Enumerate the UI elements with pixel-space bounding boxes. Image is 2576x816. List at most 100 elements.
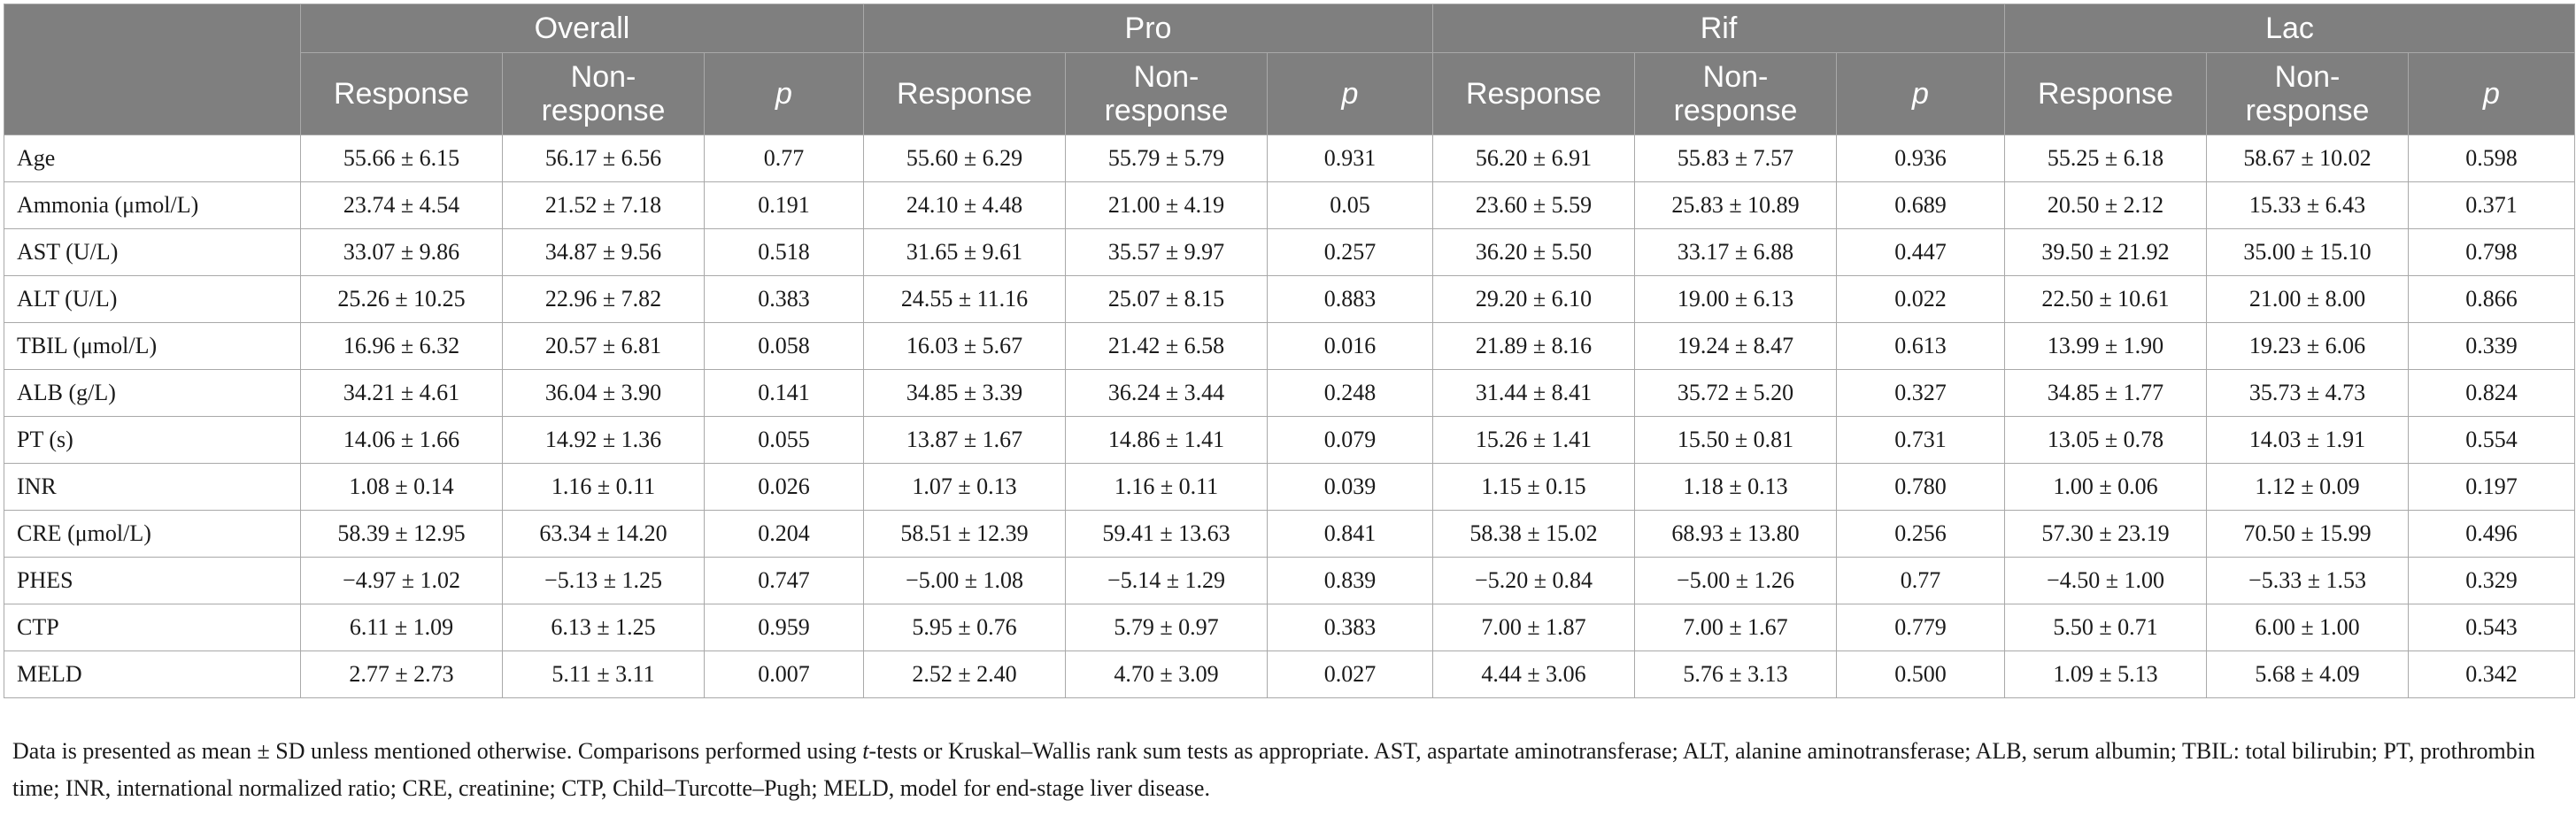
rif-response-cell: 29.20 ± 6.10: [1432, 275, 1636, 323]
pro-non-response-cell: 21.00 ± 4.19: [1065, 181, 1268, 229]
footnote-t-italic: t: [862, 738, 869, 764]
overall-response-cell: 25.26 ± 10.25: [300, 275, 503, 323]
pro-response-cell: 2.52 ± 2.40: [863, 650, 1066, 698]
overall-p-value-cell: 0.959: [704, 604, 864, 651]
overall-response-cell: 34.21 ± 4.61: [300, 369, 503, 417]
lac-non-response-cell: 14.03 ± 1.91: [2206, 416, 2410, 464]
pro-p-value-cell: 0.931: [1266, 135, 1434, 182]
lac-p-value-cell: 0.496: [2408, 510, 2576, 558]
lac-p-value-cell: 0.342: [2408, 650, 2576, 698]
rif-non-response-cell: 1.18 ± 0.13: [1634, 463, 1838, 511]
table-row: PHES −4.97 ± 1.02 −5.13 ± 1.25 0.747 −5.00 ±…: [4, 557, 2576, 604]
overall-p-value-cell: 0.055: [704, 416, 864, 464]
overall-p-value-cell: 0.518: [704, 228, 864, 276]
lac-response-cell: 55.25 ± 6.18: [2004, 135, 2208, 182]
overall-p-value-cell: 0.141: [704, 369, 864, 417]
overall-p-value-cell: 0.058: [704, 322, 864, 370]
group-header-lac: Lac: [2004, 4, 2576, 53]
table-header: Overall Pro Rif Lac Response Non- respon…: [4, 4, 2576, 135]
lac-p-value-cell: 0.554: [2408, 416, 2576, 464]
lac-p-value-cell: 0.798: [2408, 228, 2576, 276]
lac-non-response-cell: 35.73 ± 4.73: [2206, 369, 2410, 417]
table-row: ALT (U/L) 25.26 ± 10.25 22.96 ± 7.82 0.383 2…: [4, 275, 2576, 323]
rif-p-value-cell: 0.256: [1836, 510, 2006, 558]
lac-non-response-cell: 35.00 ± 15.10: [2206, 228, 2410, 276]
lac-response-cell: 13.05 ± 0.78: [2004, 416, 2208, 464]
pro-response-cell: 24.55 ± 11.16: [863, 275, 1066, 323]
table-row: INR 1.08 ± 0.14 1.16 ± 0.11 0.026 1.07 ± 0.1…: [4, 463, 2576, 511]
overall-response-cell: 33.07 ± 9.86: [300, 228, 503, 276]
lac-response-cell: 20.50 ± 2.12: [2004, 181, 2208, 229]
table-row: Age 55.66 ± 6.15 56.17 ± 6.56 0.77 55.60 ± 6…: [4, 135, 2576, 182]
rif-non-response-cell: 7.00 ± 1.67: [1634, 604, 1838, 651]
pro-p-value-cell: 0.039: [1266, 463, 1434, 511]
lac-p-value-cell: 0.329: [2408, 557, 2576, 604]
table-row: AST (U/L) 33.07 ± 9.86 34.87 ± 9.56 0.518 31…: [4, 228, 2576, 276]
group-header-row: Overall Pro Rif Lac: [4, 4, 2576, 135]
overall-response-cell: 1.08 ± 0.14: [300, 463, 503, 511]
lac-response-cell: 34.85 ± 1.77: [2004, 369, 2208, 417]
pro-response-cell: 16.03 ± 5.67: [863, 322, 1066, 370]
overall-p-value-cell: 0.204: [704, 510, 864, 558]
lac-p-value-cell: 0.197: [2408, 463, 2576, 511]
pro-non-response-cell: 55.79 ± 5.79: [1065, 135, 1268, 182]
sub-header-response: Response: [2004, 52, 2208, 135]
pro-p-value-cell: 0.05: [1266, 181, 1434, 229]
pro-response-cell: 1.07 ± 0.13: [863, 463, 1066, 511]
rif-p-value-cell: 0.689: [1836, 181, 2006, 229]
sub-header-non-response: Non- response: [1065, 52, 1268, 135]
overall-non-response-cell: 1.16 ± 0.11: [502, 463, 705, 511]
rif-non-response-cell: 19.24 ± 8.47: [1634, 322, 1838, 370]
sub-header-non-response: Non- response: [502, 52, 705, 135]
lac-non-response-cell: 6.00 ± 1.00: [2206, 604, 2410, 651]
lac-response-cell: 57.30 ± 23.19: [2004, 510, 2208, 558]
pro-non-response-cell: 14.86 ± 1.41: [1065, 416, 1268, 464]
rif-response-cell: 36.20 ± 5.50: [1432, 228, 1636, 276]
overall-p-value-cell: 0.026: [704, 463, 864, 511]
pro-p-value-cell: 0.016: [1266, 322, 1434, 370]
rif-p-value-cell: 0.936: [1836, 135, 2006, 182]
row-label: ALB (g/L): [4, 369, 301, 417]
pro-response-cell: 58.51 ± 12.39: [863, 510, 1066, 558]
lac-response-cell: 13.99 ± 1.90: [2004, 322, 2208, 370]
rif-non-response-cell: 5.76 ± 3.13: [1634, 650, 1838, 698]
pro-p-value-cell: 0.079: [1266, 416, 1434, 464]
rif-non-response-cell: 68.93 ± 13.80: [1634, 510, 1838, 558]
rif-p-value-cell: 0.613: [1836, 322, 2006, 370]
overall-response-cell: 16.96 ± 6.32: [300, 322, 503, 370]
lac-p-value-cell: 0.339: [2408, 322, 2576, 370]
lac-non-response-cell: 5.68 ± 4.09: [2206, 650, 2410, 698]
overall-non-response-cell: 36.04 ± 3.90: [502, 369, 705, 417]
row-label: AST (U/L): [4, 228, 301, 276]
pro-p-value-cell: 0.248: [1266, 369, 1434, 417]
pro-response-cell: 55.60 ± 6.29: [863, 135, 1066, 182]
overall-response-cell: 55.66 ± 6.15: [300, 135, 503, 182]
overall-response-cell: 6.11 ± 1.09: [300, 604, 503, 651]
overall-non-response-cell: 14.92 ± 1.36: [502, 416, 705, 464]
rif-p-value-cell: 0.77: [1836, 557, 2006, 604]
row-label: TBIL (μmol/L): [4, 322, 301, 370]
pro-p-value-cell: 0.841: [1266, 510, 1434, 558]
rif-response-cell: 31.44 ± 8.41: [1432, 369, 1636, 417]
rif-response-cell: 15.26 ± 1.41: [1432, 416, 1636, 464]
lac-p-value-cell: 0.371: [2408, 181, 2576, 229]
overall-non-response-cell: 6.13 ± 1.25: [502, 604, 705, 651]
pro-p-value-cell: 0.383: [1266, 604, 1434, 651]
sub-header-p: p: [1836, 52, 2006, 135]
row-label: Ammonia (μmol/L): [4, 181, 301, 229]
rif-non-response-cell: 25.83 ± 10.89: [1634, 181, 1838, 229]
sub-header-response: Response: [863, 52, 1066, 135]
table-row: ALB (g/L) 34.21 ± 4.61 36.04 ± 3.90 0.141 34…: [4, 369, 2576, 417]
row-label: PT (s): [4, 416, 301, 464]
table-row: CTP 6.11 ± 1.09 6.13 ± 1.25 0.959 5.95 ± 0.7…: [4, 604, 2576, 651]
pro-response-cell: 13.87 ± 1.67: [863, 416, 1066, 464]
pro-p-value-cell: 0.257: [1266, 228, 1434, 276]
row-label: CTP: [4, 604, 301, 651]
sub-header-response: Response: [300, 52, 503, 135]
overall-response-cell: 14.06 ± 1.66: [300, 416, 503, 464]
pro-p-value-cell: 0.883: [1266, 275, 1434, 323]
rif-p-value-cell: 0.327: [1836, 369, 2006, 417]
rif-non-response-cell: −5.00 ± 1.26: [1634, 557, 1838, 604]
row-label: INR: [4, 463, 301, 511]
rif-response-cell: 21.89 ± 8.16: [1432, 322, 1636, 370]
